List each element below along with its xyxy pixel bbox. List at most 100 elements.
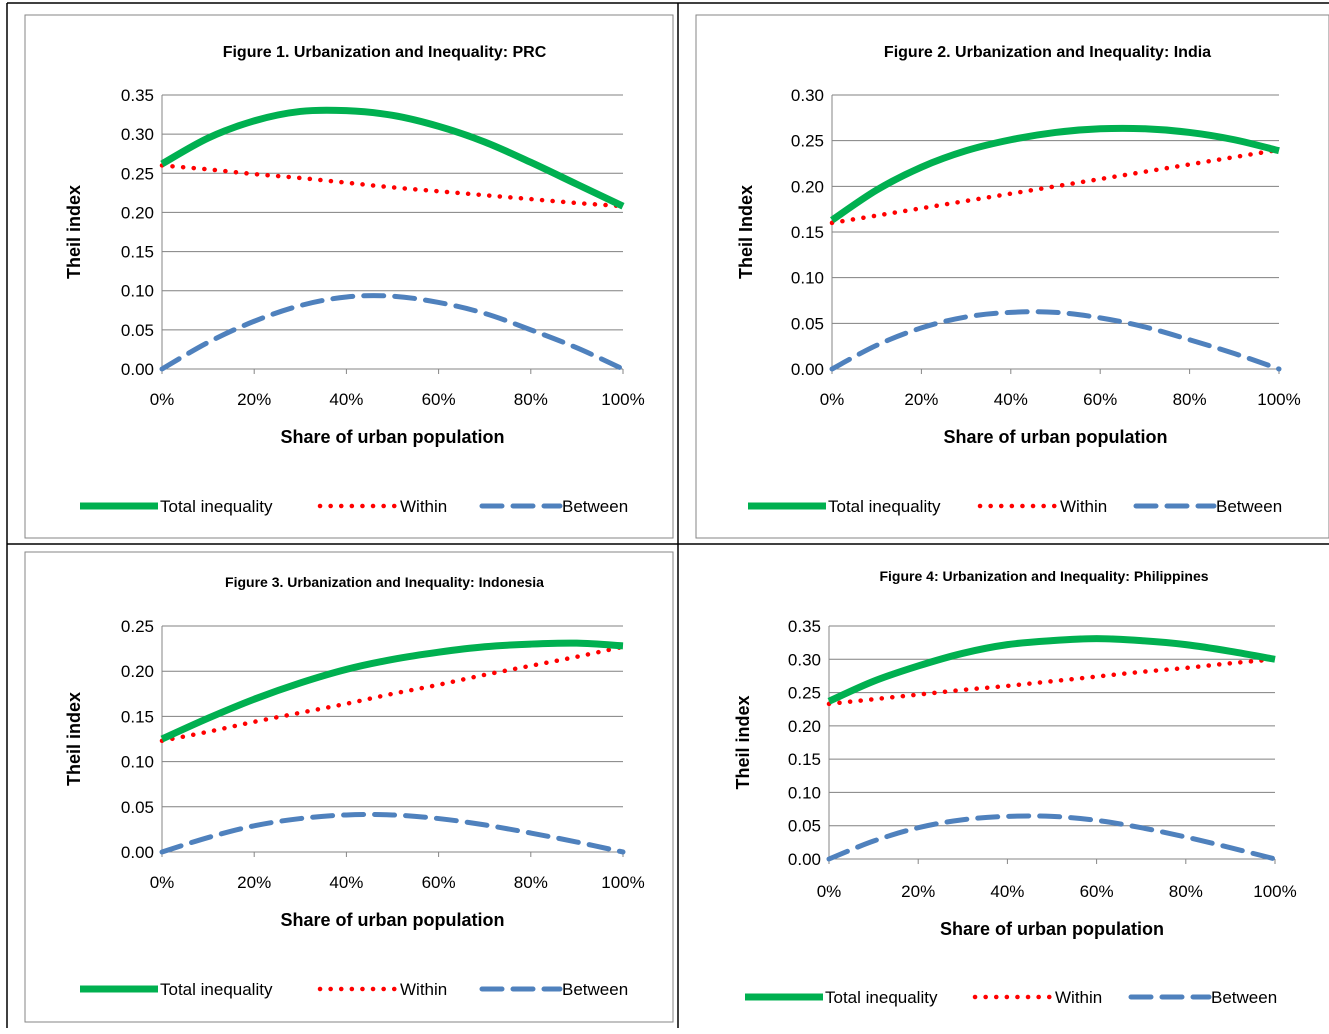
x-tick-label: 80% — [514, 390, 548, 409]
x-tick-label: 100% — [1257, 390, 1300, 409]
x-tick-label: 80% — [514, 873, 548, 892]
y-tick-label: 0.30 — [791, 86, 824, 105]
x-tick-label: 40% — [329, 873, 363, 892]
x-tick-label: 100% — [1253, 882, 1296, 901]
series-line-dashed — [826, 813, 1278, 862]
y-tick-label: 0.00 — [791, 360, 824, 379]
legend-label: Between — [562, 497, 628, 516]
y-tick-label: 0.15 — [121, 707, 154, 726]
x-tick-label: 0% — [150, 873, 175, 892]
y-tick-label: 0.25 — [788, 684, 821, 703]
chart-title: Figure 2. Urbanization and Inequality: I… — [884, 44, 1211, 61]
chart-frames — [24, 14, 1329, 1023]
legend-label: Total inequality — [160, 980, 273, 999]
x-tick-label: 100% — [601, 390, 644, 409]
legend: Total inequality Within Between — [80, 497, 628, 516]
legend-label: Between — [1216, 497, 1282, 516]
y-tick-label: 0.30 — [121, 125, 154, 144]
x-tick-label: 20% — [901, 882, 935, 901]
x-axis-label: Share of urban population — [940, 919, 1164, 939]
chart-1: Figure 1. Urbanization and Inequality: P… — [64, 44, 645, 516]
charts-layer: Figure 1. Urbanization and Inequality: P… — [64, 44, 1301, 1007]
series-line-solid — [160, 106, 625, 210]
legend-label: Total inequality — [825, 988, 938, 1007]
y-tick-label: 0.20 — [791, 177, 824, 196]
x-tick-label: 20% — [237, 390, 271, 409]
x-tick-label: 60% — [422, 873, 456, 892]
legend: Total inequality Within Between — [80, 980, 628, 999]
x-axis-label: Share of urban population — [281, 910, 505, 930]
table-borders — [6, 2, 1329, 1028]
x-axis-label: Share of urban population — [281, 427, 505, 447]
y-tick-label: 0.05 — [121, 798, 154, 817]
x-tick-label: 60% — [1080, 882, 1114, 901]
y-tick-label: 0.05 — [788, 817, 821, 836]
y-tick-label: 0.10 — [788, 783, 821, 802]
y-tick-label: 0.15 — [788, 750, 821, 769]
legend-label: Between — [562, 980, 628, 999]
y-tick-label: 0.10 — [121, 753, 154, 772]
chart-3: Figure 3. Urbanization and Inequality: I… — [64, 574, 645, 999]
y-tick-label: 0.35 — [788, 617, 821, 636]
legend-label: Within — [400, 980, 447, 999]
y-tick-label: 0.00 — [121, 360, 154, 379]
x-tick-label: 0% — [817, 882, 842, 901]
legend-label: Total inequality — [160, 497, 273, 516]
x-tick-label: 0% — [820, 390, 845, 409]
x-tick-label: 80% — [1169, 882, 1203, 901]
series-line-dashed — [159, 293, 626, 372]
x-tick-label: 40% — [994, 390, 1028, 409]
x-tick-label: 0% — [150, 390, 175, 409]
legend-label: Total inequality — [828, 497, 941, 516]
y-tick-label: 0.05 — [791, 314, 824, 333]
y-tick-label: 0.10 — [791, 269, 824, 288]
series-line-solid — [827, 635, 1276, 705]
x-tick-label: 100% — [601, 873, 644, 892]
x-tick-label: 60% — [1083, 390, 1117, 409]
chart-2: Figure 2. Urbanization and Inequality: I… — [736, 44, 1301, 516]
legend: Total inequality Within Between — [745, 988, 1277, 1007]
series-line-dotted — [826, 657, 1278, 707]
x-tick-label: 40% — [990, 882, 1024, 901]
y-tick-label: 0.25 — [791, 132, 824, 151]
y-tick-label: 0.25 — [121, 164, 154, 183]
series-line-solid — [160, 639, 624, 743]
x-tick-label: 20% — [904, 390, 938, 409]
legend: Total inequality Within Between — [748, 497, 1282, 516]
x-tick-label: 60% — [422, 390, 456, 409]
y-tick-label: 0.20 — [121, 662, 154, 681]
y-axis-label: Theil index — [64, 692, 84, 786]
chart-title: Figure 1. Urbanization and Inequality: P… — [223, 44, 547, 61]
legend-label: Between — [1211, 988, 1277, 1007]
legend-label: Within — [400, 497, 447, 516]
series-line-dashed — [829, 309, 1282, 372]
series-line-solid — [830, 124, 1280, 224]
legend-label: Within — [1055, 988, 1102, 1007]
series-line-dotted — [159, 644, 626, 744]
y-tick-label: 0.20 — [788, 717, 821, 736]
y-tick-label: 0.15 — [791, 223, 824, 242]
x-axis-label: Share of urban population — [944, 427, 1168, 447]
y-tick-label: 0.35 — [121, 86, 154, 105]
x-tick-label: 80% — [1173, 390, 1207, 409]
series-line-dashed — [159, 811, 626, 855]
chart-title: Figure 4: Urbanization and Inequality: P… — [879, 568, 1208, 584]
y-tick-label: 0.10 — [121, 282, 154, 301]
chart-title: Figure 3. Urbanization and Inequality: I… — [225, 574, 544, 590]
y-tick-label: 0.00 — [121, 843, 154, 862]
y-axis-label: Theil Index — [736, 185, 756, 279]
y-axis-label: Theil index — [733, 695, 753, 789]
chart-4: Figure 4: Urbanization and Inequality: P… — [733, 568, 1297, 1007]
x-tick-label: 40% — [329, 390, 363, 409]
series-line-dotted — [159, 163, 626, 209]
y-tick-label: 0.00 — [788, 850, 821, 869]
y-axis-label: Theil index — [64, 185, 84, 279]
y-tick-label: 0.30 — [788, 650, 821, 669]
legend-label: Within — [1060, 497, 1107, 516]
y-tick-label: 0.15 — [121, 243, 154, 262]
x-tick-label: 20% — [237, 873, 271, 892]
y-tick-label: 0.25 — [121, 617, 154, 636]
y-tick-label: 0.20 — [121, 203, 154, 222]
y-tick-label: 0.05 — [121, 321, 154, 340]
